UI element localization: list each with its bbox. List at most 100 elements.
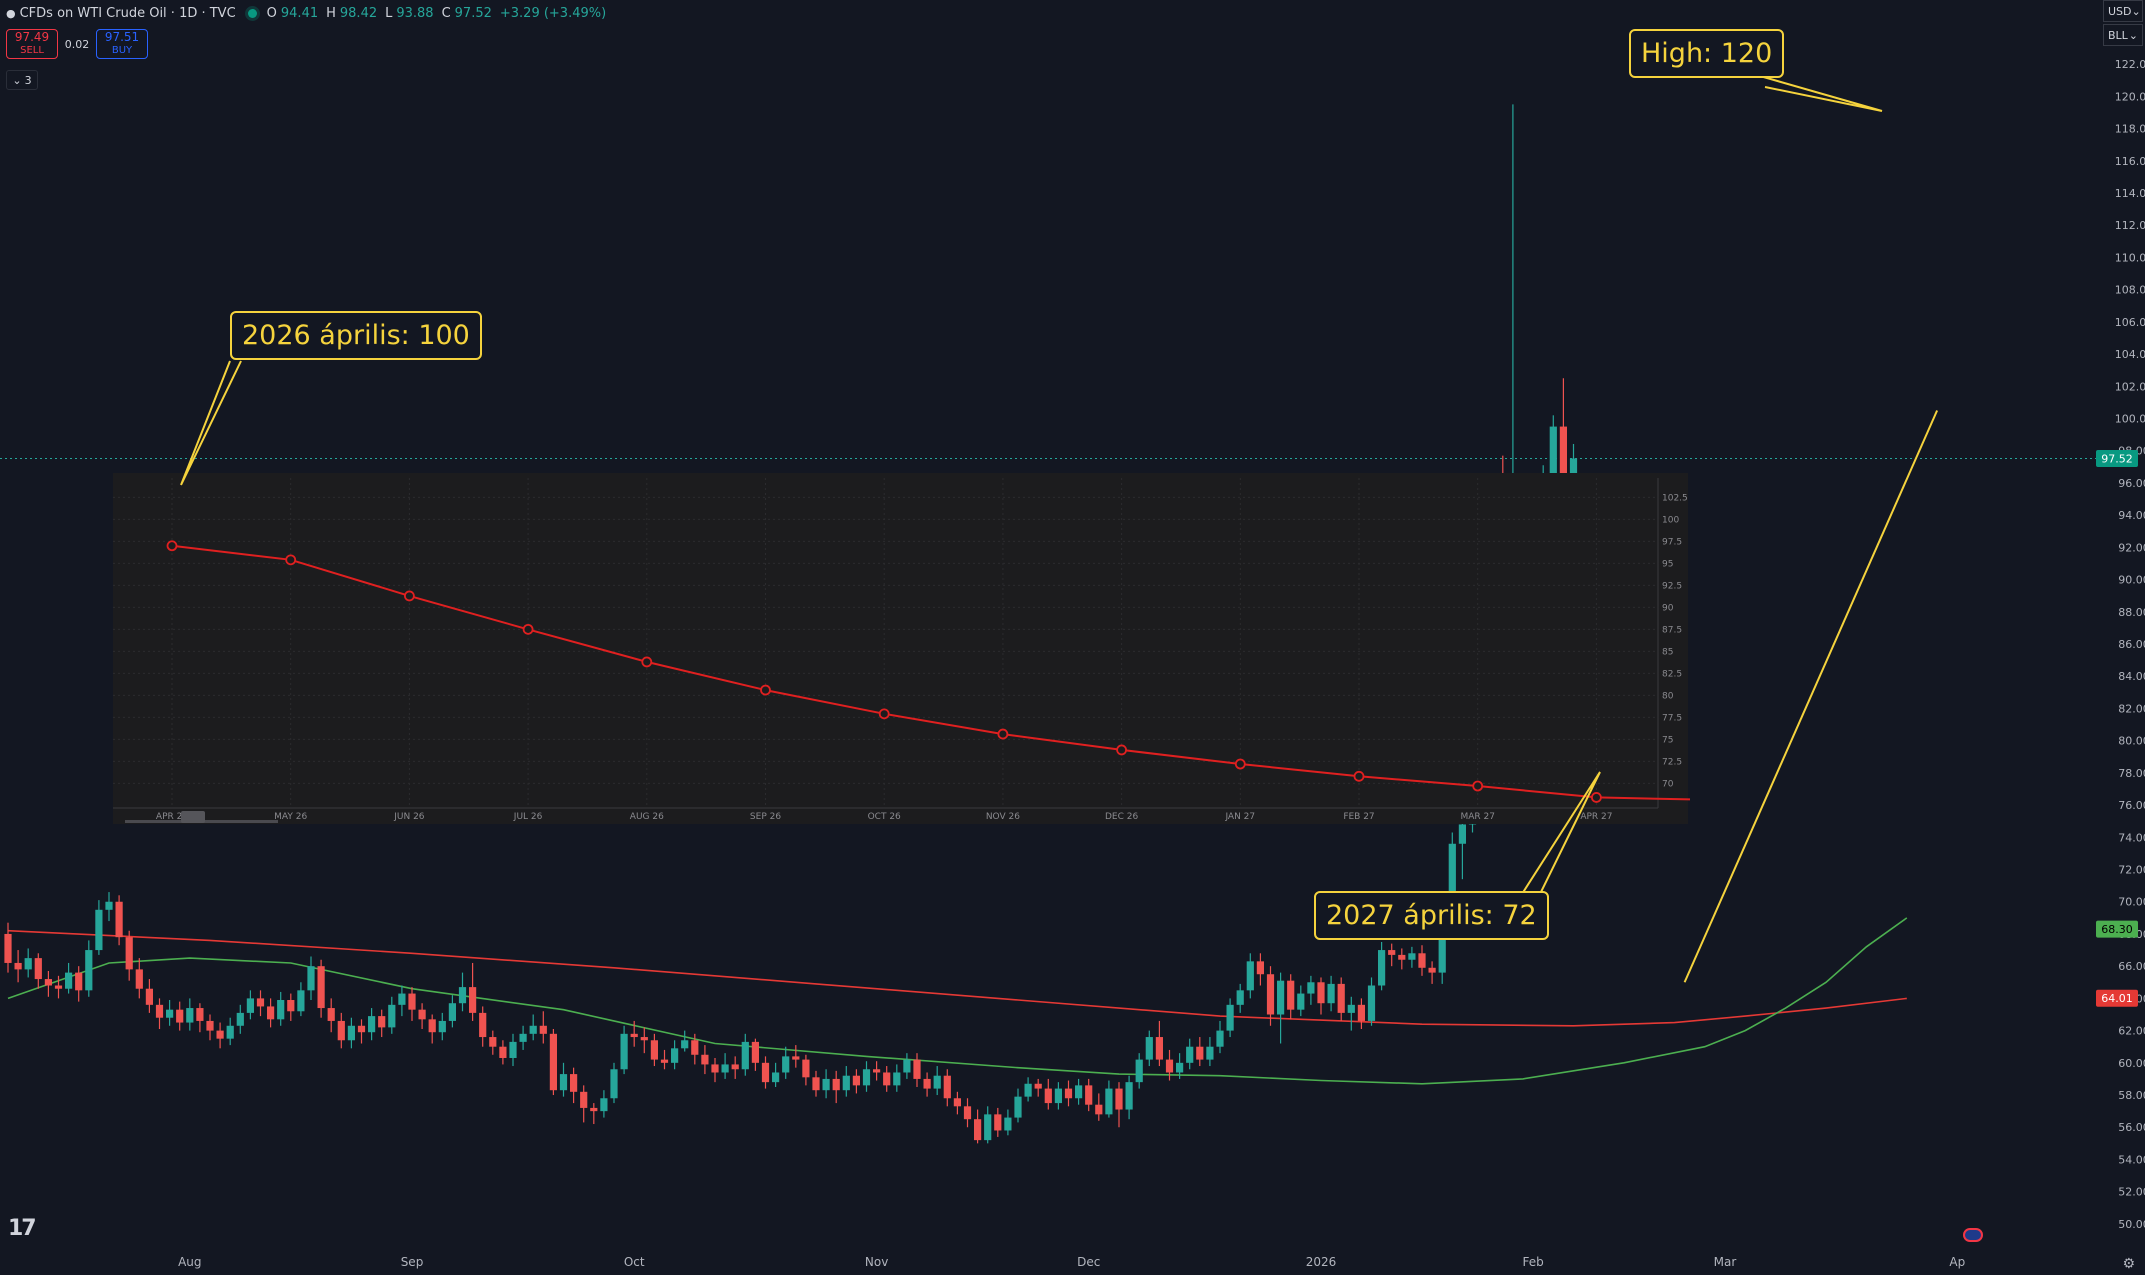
price-tick-label: 54.00: [2118, 1153, 2145, 1166]
price-tick-label: 70.00: [2118, 896, 2145, 909]
inset-y-tick-label: 77.5: [1662, 713, 1682, 723]
candle: [267, 998, 275, 1028]
price-tick-label: 50.00: [2118, 1218, 2145, 1231]
unit-label: BLL: [2108, 28, 2128, 42]
inset-y-tick-label: 75: [1662, 735, 1673, 745]
inset-x-tick-label: SEP 26: [750, 812, 781, 822]
forward-curve-point: [878, 708, 890, 720]
candle: [610, 1062, 618, 1104]
candle: [953, 1091, 961, 1115]
candle: [671, 1040, 679, 1070]
high-callout-pointer: [1759, 75, 1883, 112]
candle: [428, 1014, 436, 1044]
forward-curve-point: [641, 656, 653, 668]
candle: [1408, 946, 1416, 968]
price-tick-label: 92.00: [2118, 541, 2145, 554]
ma-fast-badge: 68.30: [2096, 920, 2138, 938]
forward-curve-line: [171, 544, 1691, 801]
candle: [206, 1014, 214, 1041]
price-tick-label: 106.00: [2115, 316, 2145, 329]
forward-curve-point: [403, 590, 415, 602]
time-tick-label: 2026: [1306, 1255, 1337, 1269]
candle: [1256, 953, 1264, 986]
high-callout[interactable]: High: 120: [1629, 29, 1785, 78]
spread-value: 0.02: [64, 37, 90, 51]
inset-scroll-handle[interactable]: [181, 811, 205, 823]
chevron-down-icon: ⌄: [2131, 4, 2141, 18]
candle: [761, 1056, 770, 1089]
price-tick-label: 112.00: [2115, 219, 2145, 232]
candle: [1418, 945, 1426, 976]
buy-button[interactable]: 97.51 BUY: [96, 29, 148, 59]
candle: [782, 1046, 790, 1079]
candle: [640, 1027, 648, 1054]
candle: [166, 1000, 174, 1026]
candle: [1176, 1053, 1184, 1079]
inset-x-tick-label: JUL 26: [513, 812, 543, 822]
currency-selector[interactable]: USD ⌄: [2103, 0, 2143, 22]
symbol-title[interactable]: CFDs on WTI Crude Oil · 1D · TVC: [19, 5, 236, 21]
inset-x-tick-label: JUN 26: [393, 812, 425, 822]
candle: [802, 1054, 810, 1086]
candle: [1287, 974, 1295, 1020]
inset-y-tick-label: 95: [1662, 559, 1673, 569]
candle: [135, 958, 143, 999]
price-tick-label: 116.00: [2115, 155, 2145, 168]
candle: [792, 1045, 800, 1068]
candle: [984, 1106, 992, 1144]
inset-y-tick-label: 72.5: [1662, 757, 1682, 767]
trendline[interactable]: [1683, 410, 1939, 983]
low-label: L: [385, 5, 393, 21]
last-price-badge: 97.52: [2096, 449, 2138, 467]
candle: [75, 966, 83, 1002]
indicators-toggle-button[interactable]: ⌄ 3: [6, 70, 38, 90]
forward-curve-point: [1116, 744, 1127, 756]
candle: [1044, 1078, 1052, 1110]
ma-slow-value: 64.01: [2101, 992, 2133, 1005]
apr2027-callout-pointer: [1521, 771, 1601, 895]
candle: [1226, 998, 1234, 1038]
candle: [347, 1017, 355, 1049]
open-label: O: [266, 5, 277, 21]
forward-curve-point: [285, 554, 297, 566]
price-tick-label: 62.00: [2118, 1025, 2145, 1038]
forward-curve-point: [1353, 770, 1365, 782]
buy-label: BUY: [111, 45, 133, 56]
candle: [307, 956, 315, 1000]
chevron-down-icon: ⌄: [2128, 28, 2138, 42]
market-status-icon[interactable]: [247, 8, 257, 18]
us-flag-icon[interactable]: [1958, 1224, 1988, 1246]
inset-x-tick-label: FEB 27: [1343, 812, 1374, 822]
candle: [842, 1066, 850, 1097]
ma-fast-value: 68.30: [2101, 923, 2133, 936]
candle: [913, 1053, 921, 1087]
apr2026-callout[interactable]: 2026 április: 100: [230, 311, 482, 360]
candle: [438, 1012, 446, 1041]
candle: [741, 1033, 749, 1076]
inset-x-tick-label: OCT 26: [868, 812, 901, 822]
sell-button[interactable]: 97.49 SELL: [6, 29, 58, 59]
unit-selector[interactable]: BLL ⌄: [2103, 24, 2143, 46]
gear-icon[interactable]: ⚙: [2122, 1256, 2135, 1272]
forward-curve-point: [522, 623, 534, 635]
candle: [1206, 1037, 1214, 1067]
trade-buttons: 97.49 SELL 0.02 97.51 BUY: [6, 29, 148, 59]
candle: [65, 962, 73, 994]
candle: [196, 1003, 204, 1033]
inset-y-tick-label: 87.5: [1662, 625, 1682, 635]
inset-y-tick-label: 82.5: [1662, 669, 1682, 679]
candle: [1105, 1080, 1113, 1118]
candle: [812, 1070, 820, 1097]
candle: [721, 1053, 729, 1079]
tradingview-logo-icon[interactable]: 17: [8, 1216, 37, 1241]
price-tick-label: 96.00: [2118, 477, 2145, 490]
apr2027-callout[interactable]: 2027 április: 72: [1314, 891, 1549, 940]
time-axis[interactable]: Aug Sep Oct Nov Dec 2026 Feb Mar Ap: [178, 1255, 1965, 1269]
ma-slow-line: [7, 929, 1907, 1027]
inset-background: [113, 473, 1688, 824]
candle: [600, 1090, 608, 1118]
candle: [873, 1061, 881, 1081]
price-tick-label: 122.00: [2115, 58, 2145, 71]
time-tick-label: Aug: [178, 1255, 201, 1269]
